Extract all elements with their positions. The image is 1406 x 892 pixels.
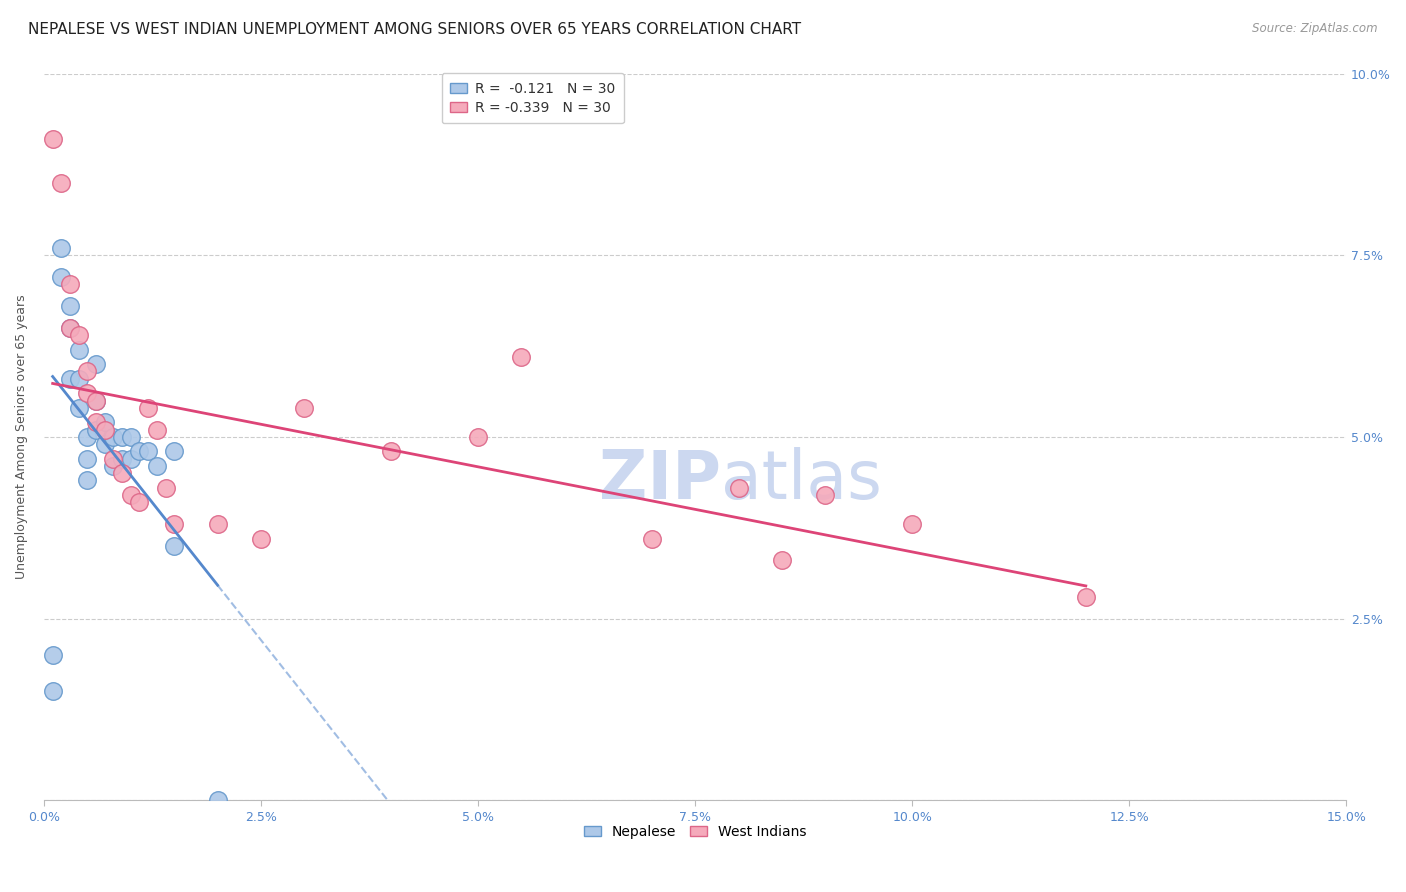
Point	[93, 437, 115, 451]
Point	[59, 277, 82, 292]
Point	[76, 430, 98, 444]
Point	[93, 423, 115, 437]
Text: ZIP: ZIP	[599, 448, 721, 514]
Point	[41, 648, 63, 662]
Point	[250, 532, 273, 546]
Point	[59, 299, 82, 313]
Point	[67, 401, 90, 415]
Y-axis label: Unemployment Among Seniors over 65 years: Unemployment Among Seniors over 65 years	[15, 294, 28, 579]
Point	[467, 430, 489, 444]
Point	[84, 423, 107, 437]
Point	[103, 430, 125, 444]
Point	[380, 444, 402, 458]
Point	[155, 481, 177, 495]
Point	[814, 488, 837, 502]
Point	[128, 444, 150, 458]
Point	[146, 423, 169, 437]
Point	[510, 350, 533, 364]
Point	[120, 488, 142, 502]
Text: NEPALESE VS WEST INDIAN UNEMPLOYMENT AMONG SENIORS OVER 65 YEARS CORRELATION CHA: NEPALESE VS WEST INDIAN UNEMPLOYMENT AMO…	[28, 22, 801, 37]
Point	[103, 451, 125, 466]
Point	[59, 321, 82, 335]
Point	[146, 458, 169, 473]
Point	[111, 430, 134, 444]
Point	[770, 553, 793, 567]
Point	[727, 481, 749, 495]
Point	[84, 415, 107, 429]
Point	[41, 132, 63, 146]
Point	[76, 386, 98, 401]
Point	[59, 372, 82, 386]
Point	[84, 393, 107, 408]
Point	[207, 793, 229, 807]
Point	[93, 415, 115, 429]
Point	[76, 474, 98, 488]
Point	[120, 451, 142, 466]
Point	[51, 176, 73, 190]
Point	[641, 532, 664, 546]
Point	[76, 451, 98, 466]
Point	[128, 495, 150, 509]
Text: atlas: atlas	[721, 448, 882, 514]
Point	[59, 321, 82, 335]
Legend: Nepalese, West Indians: Nepalese, West Indians	[578, 819, 811, 844]
Point	[136, 401, 159, 415]
Point	[901, 517, 924, 532]
Point	[1074, 590, 1097, 604]
Point	[207, 517, 229, 532]
Text: Source: ZipAtlas.com: Source: ZipAtlas.com	[1253, 22, 1378, 36]
Point	[111, 466, 134, 480]
Point	[84, 357, 107, 371]
Point	[111, 451, 134, 466]
Point	[67, 372, 90, 386]
Point	[120, 430, 142, 444]
Point	[41, 684, 63, 698]
Point	[136, 444, 159, 458]
Point	[294, 401, 316, 415]
Point	[51, 241, 73, 255]
Point	[67, 343, 90, 357]
Point	[103, 458, 125, 473]
Point	[67, 328, 90, 343]
Point	[163, 517, 186, 532]
Point	[76, 364, 98, 378]
Point	[84, 393, 107, 408]
Point	[163, 539, 186, 553]
Point	[163, 444, 186, 458]
Point	[51, 270, 73, 285]
